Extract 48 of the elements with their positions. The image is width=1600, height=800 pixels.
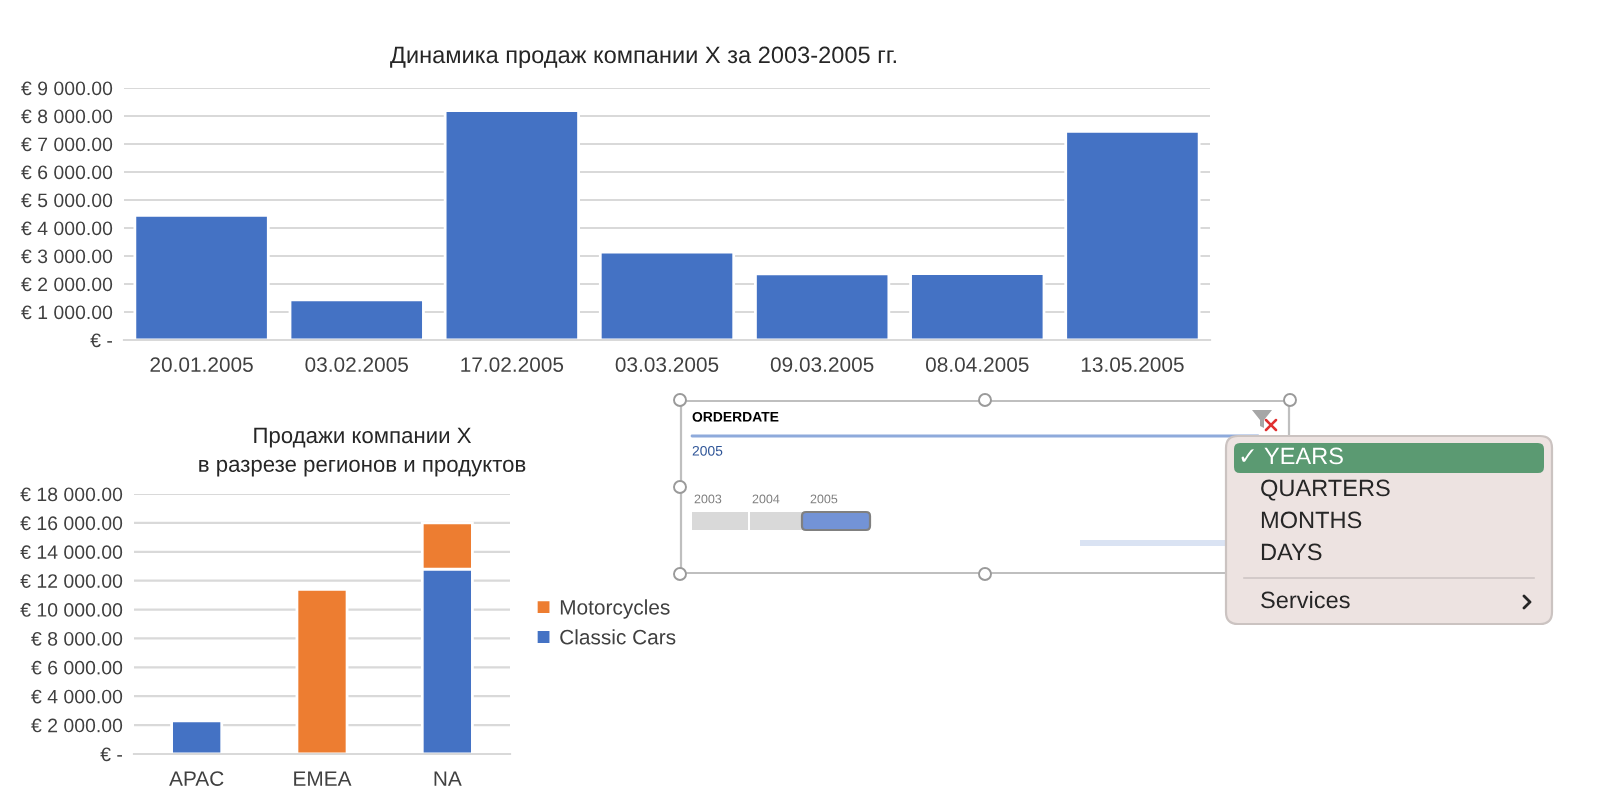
- bar: [1064, 130, 1201, 340]
- bar: [295, 587, 349, 754]
- x-tick-label: 17.02.2005: [461, 357, 564, 372]
- legend-label: Motorcycles: [560, 599, 670, 619]
- y-tick-label: € 18 000.00: [20, 487, 123, 502]
- bar: [754, 272, 891, 340]
- text: DAYS: [1261, 543, 1322, 561]
- chart-title: Динамика продаж компании X за 2003-2005 гг.: [390, 46, 896, 68]
- x-tick-label: 08.04.2005: [925, 357, 1029, 372]
- y-tick-label: € 14 000.00: [20, 545, 123, 560]
- bar: [133, 214, 270, 340]
- x-tick-label: 20.01.2005: [150, 357, 253, 372]
- x-tick-label: 13.05.2005: [1081, 357, 1184, 372]
- bar: [170, 719, 224, 754]
- bar: [909, 272, 1046, 340]
- bar: [598, 250, 736, 340]
- y-tick-label: € 4 000.00: [31, 689, 123, 704]
- y-tick-label: € 16 000.00: [20, 516, 123, 531]
- y-tick-label: € 2 000.00: [31, 718, 123, 733]
- y-tick-label: € 10 000.00: [20, 603, 123, 617]
- x-tick-label: 09.03.2005: [770, 357, 874, 372]
- y-tick-label: € 6 000.00: [31, 660, 123, 675]
- y-tick-label: € -: [100, 747, 123, 762]
- text: ✓ YEARS: [1241, 447, 1343, 465]
- x-tick-label: 03.02.2005: [305, 357, 408, 372]
- legend-label: Classic Cars: [560, 629, 676, 645]
- bar: [288, 298, 425, 340]
- text: Services: [1261, 590, 1350, 609]
- x-tick-label: APAC: [169, 771, 224, 786]
- y-tick-label: € 7 000.00: [21, 137, 113, 152]
- y-tick-label: € 4 000.00: [21, 221, 113, 236]
- y-tick-label: € 8 000.00: [21, 109, 113, 124]
- chart-title: Продажи компании X в разрезе регионов и продуктов: [199, 427, 526, 477]
- y-tick-label: € 8 000.00: [31, 631, 123, 646]
- y-tick-label: € 2 000.00: [21, 277, 113, 292]
- bar: [443, 109, 580, 340]
- text: QUARTERS: [1261, 479, 1390, 501]
- y-tick-label: € 6 000.00: [21, 165, 113, 180]
- y-tick-label: € 9 000.00: [21, 81, 113, 96]
- x-tick-label: EMEA: [294, 771, 352, 786]
- x-tick-label: NA: [434, 771, 462, 786]
- y-tick-label: € -: [90, 333, 113, 348]
- x-tick-label: 03.03.2005: [615, 357, 719, 372]
- y-tick-label: € 3 000.00: [21, 249, 113, 264]
- y-tick-label: € 12 000.00: [20, 574, 123, 588]
- y-tick-label: € 5 000.00: [21, 193, 113, 208]
- y-tick-label: € 1 000.00: [21, 305, 113, 320]
- text: MONTHS: [1261, 511, 1362, 529]
